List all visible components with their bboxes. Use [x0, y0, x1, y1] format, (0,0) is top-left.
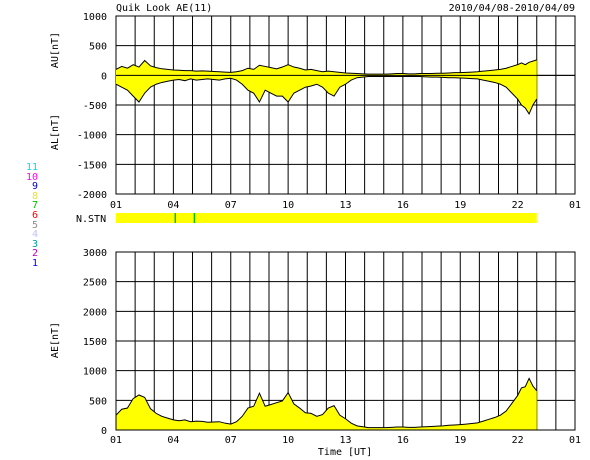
- au-al-ytick-label: 500: [89, 42, 107, 53]
- station-count-panel: [116, 213, 537, 223]
- au-al-ytick-label: -500: [83, 101, 107, 112]
- ae-xtick-label: 16: [397, 435, 409, 446]
- station-legend-item: 6: [31, 209, 38, 221]
- ae-xtick-label: 10: [282, 435, 294, 446]
- station-legend-item: 8: [31, 190, 38, 202]
- au-al-xtick-label: 10: [282, 200, 294, 211]
- ae-ytick-label: 2500: [83, 278, 107, 289]
- au-al-ytick-label: -1000: [77, 131, 107, 142]
- time-axis-label: Time [UT]: [318, 447, 372, 458]
- au-al-xtick-label: 04: [167, 200, 179, 211]
- station-legend-item: 11: [25, 162, 38, 173]
- ae-ytick-label: 1000: [83, 367, 107, 378]
- ae-ytick-label: 3000: [83, 248, 107, 259]
- ae-ytick-label: 1500: [83, 337, 107, 348]
- station-legend-item: 1: [31, 257, 38, 269]
- ae-xtick-label: 07: [225, 435, 237, 446]
- station-legend-item: 5: [31, 219, 38, 231]
- station-legend-item: 2: [31, 248, 38, 260]
- au-series-line: [115, 59, 537, 75]
- au-al-xtick-label: 22: [512, 200, 524, 211]
- au-al-ytick-label: 1000: [83, 12, 107, 23]
- ae-fill: [116, 378, 537, 430]
- ae-xtick-label: 22: [512, 435, 524, 446]
- ae-axis-label: AE[nT]: [50, 322, 61, 358]
- ae-frame-top: [115, 251, 576, 431]
- au-al-frame: [115, 15, 576, 195]
- au-axis-label: AU[nT]: [50, 32, 61, 68]
- au-al-ytick-label: -2000: [77, 190, 107, 201]
- au-al-xtick-label: 13: [339, 200, 351, 211]
- ae-xtick-label: 19: [454, 435, 466, 446]
- au-al-xtick-label: 01: [569, 200, 581, 211]
- nstn-bar: [116, 213, 537, 223]
- station-legend-item: 3: [31, 238, 38, 250]
- au-al-xtick-label: 07: [225, 200, 237, 211]
- date-range: 2010/04/08-2010/04/09: [449, 3, 575, 14]
- station-legend-item: 9: [31, 181, 38, 193]
- ae-xtick-label: 01: [110, 435, 122, 446]
- ae-xtick-label: 01: [569, 435, 581, 446]
- ae-xtick-label: 13: [339, 435, 351, 446]
- au-al-xtick-label: 16: [397, 200, 409, 211]
- ae-series-line: [115, 377, 538, 429]
- station-legend-item: 4: [31, 229, 38, 241]
- ae-ytick-label: 2000: [83, 307, 107, 318]
- ae-xtick-label: 04: [167, 435, 179, 446]
- al-series-line: [115, 76, 538, 115]
- station-legend: 11 10 9 8 7 6 5 4 3 2 1: [18, 163, 38, 269]
- chart-title: Quik Look AE(11): [116, 3, 212, 14]
- ae-ytick-label: 500: [89, 396, 107, 407]
- au-al-xtick-label: 19: [454, 200, 466, 211]
- al-axis-label: AL[nT]: [50, 114, 61, 150]
- au-al-ytick-label: -1500: [77, 160, 107, 171]
- ae-ytick-label: 0: [101, 426, 107, 437]
- station-legend-item: 10: [25, 171, 38, 183]
- au-al-ytick-label: 0: [101, 71, 107, 82]
- au-al-xtick-label: 01: [110, 200, 122, 211]
- au-al-fill: [116, 59, 537, 114]
- nstn-label: N.STN: [76, 214, 106, 225]
- station-legend-item: 7: [31, 200, 38, 212]
